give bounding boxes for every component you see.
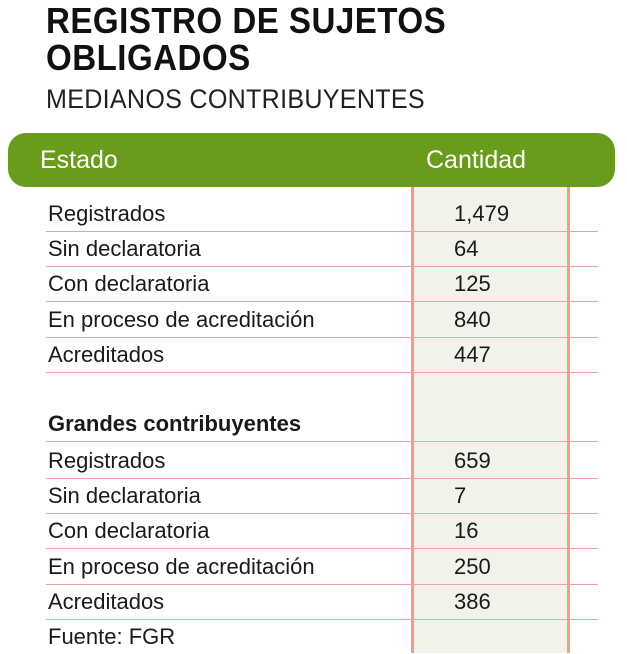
- page-title: REGISTRO DE SUJETOS OBLIGADOS: [46, 2, 446, 76]
- row-label: Grandes contribuyentes: [48, 411, 302, 436]
- row-label: Con declaratoria: [48, 271, 210, 296]
- table-row: Acreditados 447: [46, 337, 598, 373]
- table-row: Con declaratoria 125: [46, 266, 598, 302]
- row-value: 386: [454, 589, 491, 614]
- row-value: 840: [454, 307, 491, 332]
- row-label: En proceso de acreditación: [48, 554, 315, 579]
- row-label: Acreditados: [48, 342, 165, 367]
- table-row: Sin declaratoria 7: [46, 478, 598, 514]
- table-header: Estado Cantidad: [8, 133, 615, 187]
- row-label: Acreditados: [48, 589, 165, 614]
- table-row: Acreditados 386: [46, 584, 598, 620]
- spacer-row: [46, 372, 598, 407]
- header-estado: Estado: [40, 146, 118, 174]
- row-label: Con declaratoria: [48, 518, 210, 543]
- subtitle: MEDIANOS CONTRIBUYENTES: [46, 84, 425, 114]
- title-line-2: OBLIGADOS: [46, 37, 251, 78]
- table-row: Sin declaratoria 64: [46, 231, 598, 267]
- row-label: Registrados: [48, 448, 166, 473]
- row-value: 125: [454, 271, 491, 296]
- row-value: 250: [454, 554, 491, 579]
- header-cantidad: Cantidad: [426, 146, 527, 174]
- table-row: Con declaratoria 16: [46, 513, 598, 549]
- row-label: Fuente: FGR: [48, 624, 176, 649]
- table-row: Registrados 1,479: [46, 196, 598, 232]
- row-label: Sin declaratoria: [48, 483, 201, 508]
- row-value: 64: [454, 236, 479, 261]
- table-row: En proceso de acreditación 840: [46, 302, 598, 338]
- table-row: En proceso de acreditación 250: [46, 549, 598, 585]
- row-value: 447: [454, 342, 491, 367]
- row-value: 16: [454, 518, 479, 543]
- row-value: 659: [454, 448, 491, 473]
- section-heading: Grandes contribuyentes: [46, 406, 598, 442]
- quantity-column: [411, 187, 570, 653]
- source-note: Fuente: FGR: [46, 619, 598, 654]
- row-label: Sin declaratoria: [48, 236, 201, 261]
- row-value: 7: [454, 483, 467, 508]
- row-label: Registrados: [48, 201, 166, 226]
- row-value: 1,479: [454, 201, 510, 226]
- table-row: Registrados 659: [46, 443, 598, 479]
- row-label: En proceso de acreditación: [48, 307, 315, 332]
- title-line-1: REGISTRO DE SUJETOS: [46, 0, 447, 41]
